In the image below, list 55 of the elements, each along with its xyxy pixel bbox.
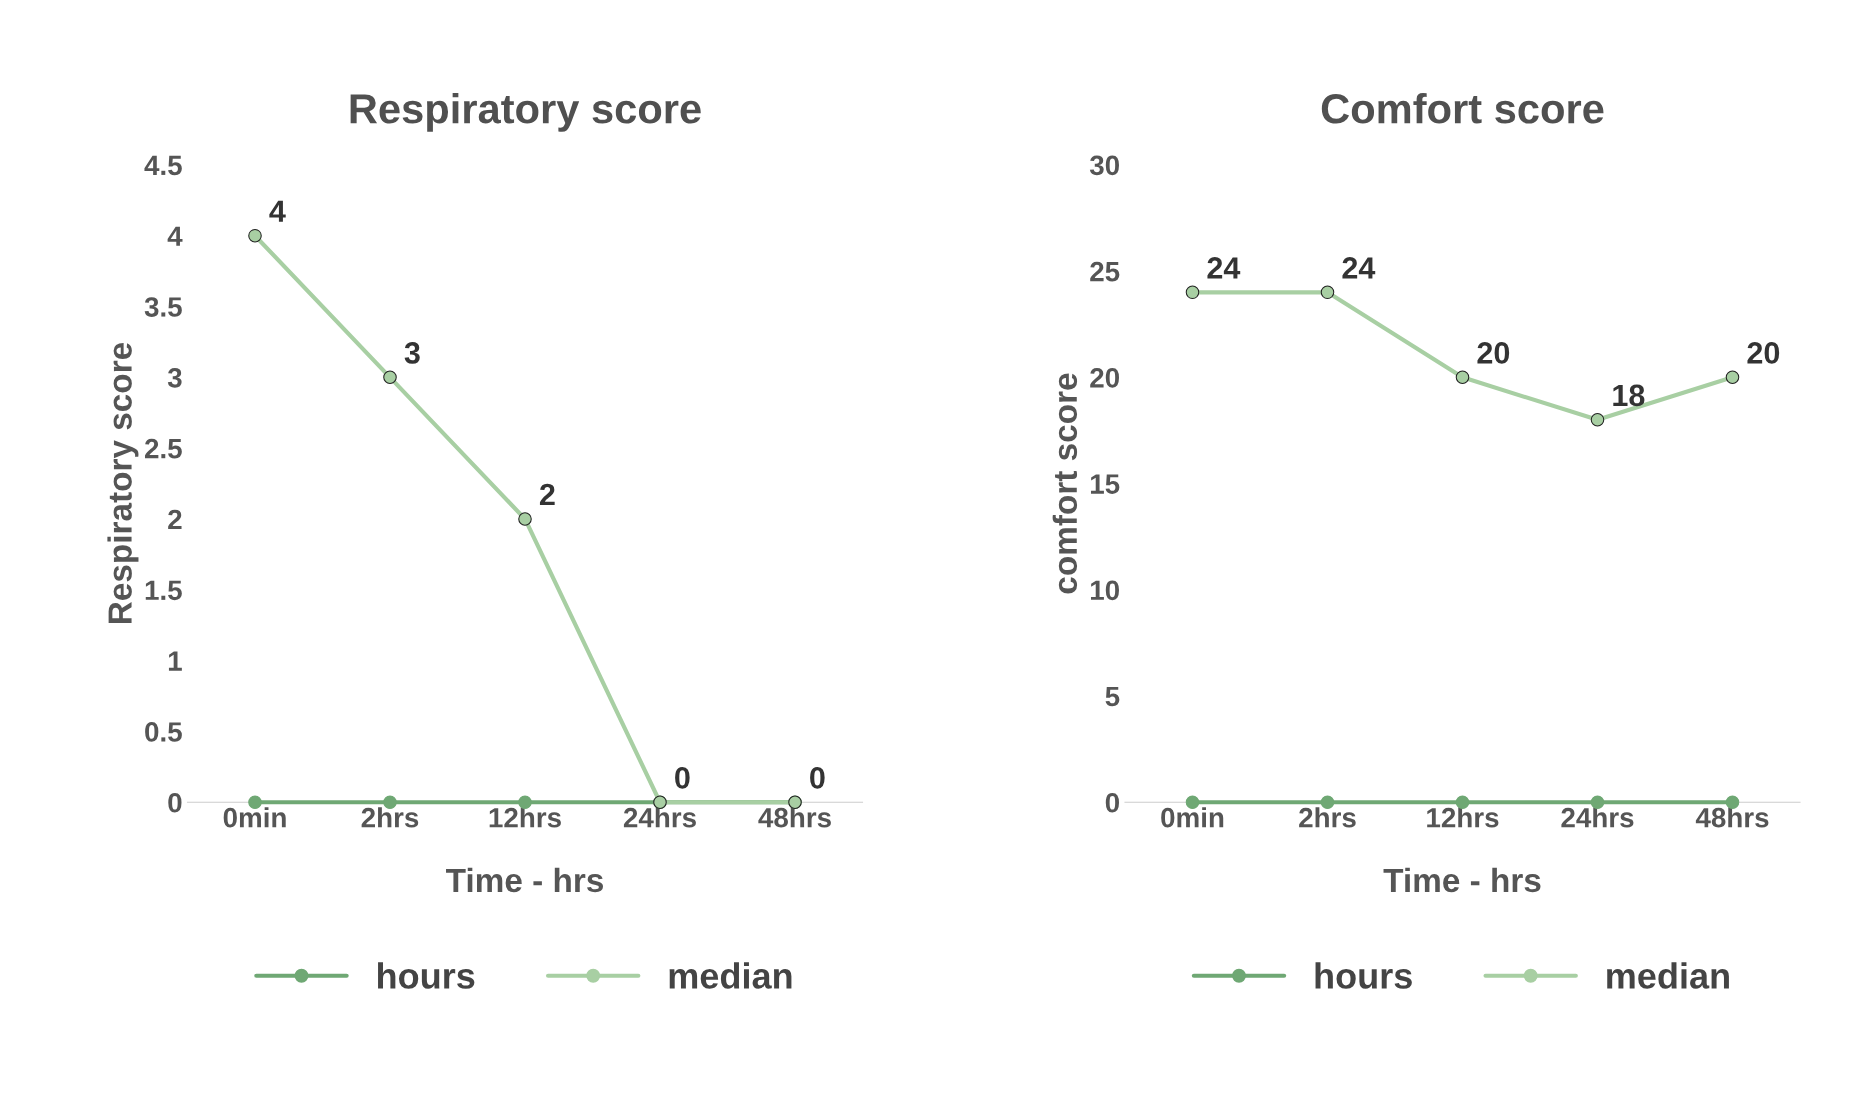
data-label: 20	[1477, 342, 1510, 364]
legend-label: median	[1607, 962, 1729, 989]
y-tick-label: 0	[1105, 792, 1119, 813]
y-tick-label: 10	[1090, 580, 1119, 601]
y-tick-label: 3.5	[144, 297, 182, 317]
x-tick-label: 48hrs	[1695, 807, 1769, 828]
y-tick-label: 2	[168, 509, 182, 530]
legend-label: hours	[1315, 962, 1412, 989]
x-tick-label: 24hrs	[1561, 807, 1634, 828]
point	[1185, 285, 1200, 300]
y-tick-label: 25	[1090, 261, 1120, 282]
chart-title: Comfort score	[1321, 92, 1604, 124]
y-tick-label: 5	[1105, 686, 1120, 707]
y-tick-label: 2.5	[144, 438, 182, 459]
y-tick-label: 20	[1090, 367, 1119, 388]
x-tick-label: 24hrs	[623, 807, 696, 828]
data-label: 18	[1613, 384, 1645, 407]
point	[1725, 370, 1740, 385]
x-tick-label: 2hrs	[1299, 807, 1356, 828]
y-tick-label: 15	[1090, 474, 1120, 494]
y-tick-label: 30	[1089, 155, 1119, 176]
x-tick-label: 48hrs	[758, 807, 831, 828]
data-label: 24	[1342, 257, 1376, 279]
data-label: 4	[269, 200, 286, 222]
x-tick-label: 2hrs	[361, 807, 419, 828]
point	[383, 370, 397, 385]
legend-label: median	[669, 962, 792, 989]
point	[518, 512, 532, 526]
data-label: 24	[1207, 257, 1241, 279]
y-tick-label: 0	[168, 792, 182, 813]
x-tick-label: 0min	[223, 807, 286, 828]
y-tick-label: 0.5	[145, 722, 182, 742]
y-axis-title: comfort score	[1052, 373, 1078, 594]
y-axis-title: Respiratory score	[107, 342, 139, 624]
point	[248, 228, 262, 243]
x-axis-title: Time - hrs	[1383, 867, 1541, 893]
point	[1590, 413, 1605, 427]
x-tick-label: 0min	[1161, 807, 1224, 828]
x-tick-label: 12hrs	[489, 807, 561, 828]
data-label: 2	[539, 483, 555, 506]
y-tick-label: 1	[168, 651, 182, 671]
point	[1455, 370, 1470, 385]
legend-label: hours	[378, 962, 475, 989]
y-tick-label: 4	[167, 226, 183, 246]
point	[1320, 285, 1335, 300]
x-axis-title: Time - hrs	[446, 867, 603, 893]
chart-title: Respiratory score	[350, 92, 701, 132]
data-label: 0	[675, 767, 690, 789]
data-label: 0	[810, 767, 825, 789]
y-tick-label: 3	[167, 367, 182, 388]
y-tick-label: 4.5	[144, 155, 182, 176]
data-label: 20	[1747, 342, 1780, 364]
y-tick-label: 1.5	[145, 580, 182, 601]
x-tick-label: 12hrs	[1427, 807, 1499, 828]
data-label: 3	[404, 342, 420, 364]
